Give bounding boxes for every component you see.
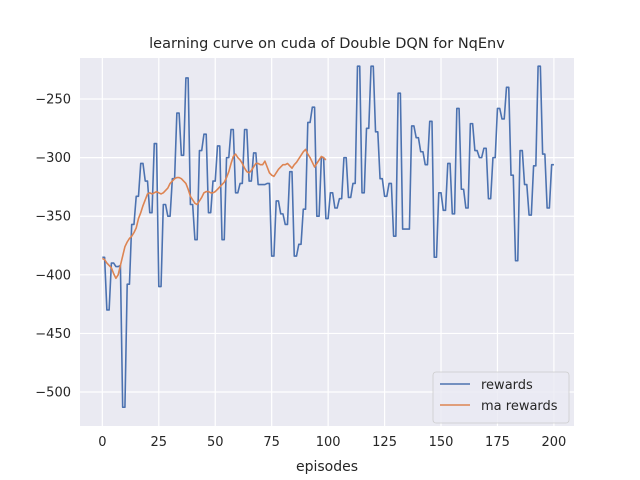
- y-tick-label: −250: [35, 93, 71, 108]
- x-tick-label: 0: [98, 435, 106, 450]
- chart-title: learning curve on cuda of Double DQN for…: [149, 36, 505, 52]
- legend: rewards ma rewards: [432, 371, 570, 424]
- x-tick-label: 175: [485, 435, 510, 450]
- x-tick-label: 50: [207, 435, 224, 450]
- x-tick-label: 125: [372, 435, 397, 450]
- y-tick-labels: −500 −450 −400 −350 −300 −250: [35, 93, 71, 401]
- plot-background: [80, 58, 574, 426]
- series-line-rewards: [102, 65, 554, 409]
- series-line-ma-rewards: [101, 148, 327, 280]
- y-tick-label: −350: [35, 210, 71, 225]
- y-tick-label: −450: [35, 327, 71, 342]
- x-tick-label: 100: [316, 435, 341, 450]
- legend-label-ma-rewards: ma rewards: [481, 399, 558, 414]
- legend-label-rewards: rewards: [481, 378, 533, 393]
- y-tick-label: −500: [35, 386, 71, 401]
- x-tick-label: 200: [541, 435, 566, 450]
- x-axis-label: episodes: [296, 459, 358, 475]
- x-tick-label: 150: [429, 435, 454, 450]
- x-tick-label: 75: [263, 435, 280, 450]
- x-tick-label: 25: [151, 435, 168, 450]
- grid: [80, 58, 574, 426]
- y-tick-label: −400: [35, 268, 71, 283]
- y-tick-label: −300: [35, 151, 71, 166]
- series-layer: [101, 65, 554, 409]
- x-tick-labels: 0 25 50 75 100 125 150 175 200: [98, 435, 566, 450]
